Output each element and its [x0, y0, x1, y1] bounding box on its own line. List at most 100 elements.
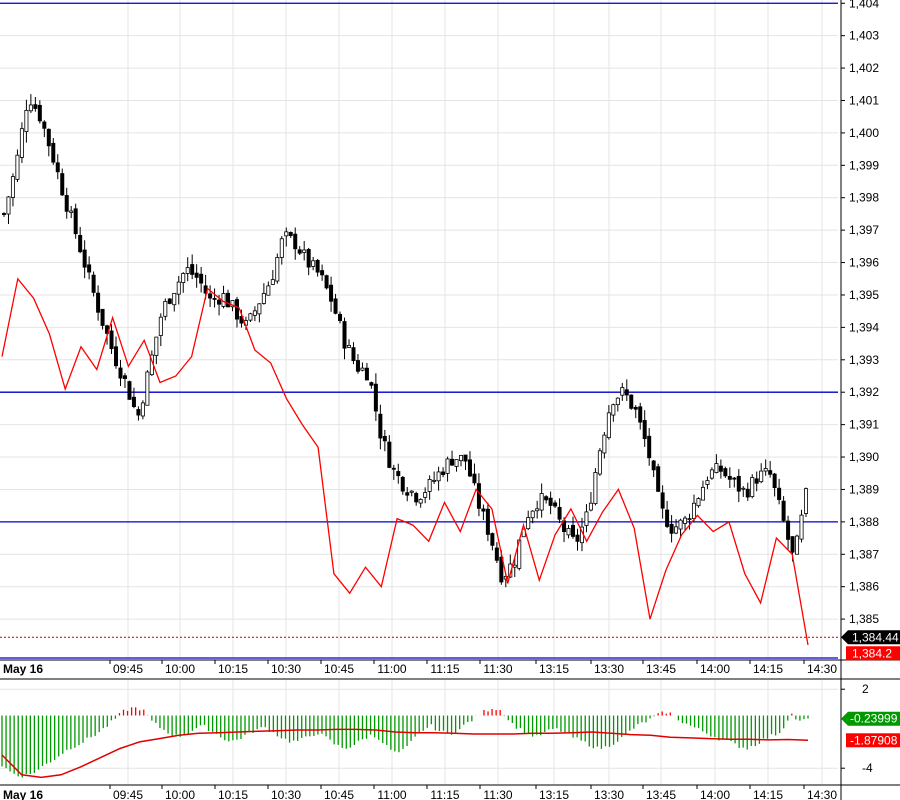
- candlestick: [454, 459, 459, 472]
- candlestick: [185, 257, 190, 282]
- candle-body-up: [687, 518, 692, 521]
- candle-body-up: [597, 450, 602, 475]
- candle-body-up: [566, 528, 571, 536]
- time-tick-label: 11:00: [377, 662, 406, 676]
- candle-body-down: [64, 195, 69, 212]
- candlestick: [55, 154, 60, 180]
- candle-body-down: [136, 409, 141, 416]
- candlestick: [638, 402, 643, 430]
- candlestick: [396, 463, 401, 484]
- candlestick: [754, 471, 759, 492]
- candlestick: [777, 478, 782, 505]
- time-tick-label: 09:45: [113, 788, 143, 800]
- candle-body-up: [611, 404, 616, 416]
- candlestick: [795, 534, 800, 555]
- candlestick: [602, 431, 607, 459]
- candlestick: [64, 187, 69, 219]
- candle-body-down: [378, 413, 383, 439]
- candle-body-up: [705, 480, 710, 485]
- time-tick-label: 13:45: [646, 662, 676, 676]
- osc-tick-label: -4: [862, 761, 873, 775]
- candle-body-down: [118, 367, 123, 379]
- candle-body-up: [19, 128, 24, 158]
- candle-body-down: [82, 249, 87, 268]
- candlestick: [15, 149, 20, 183]
- candlestick: [615, 397, 620, 412]
- candlestick: [526, 510, 531, 531]
- candle-body-up: [683, 517, 688, 524]
- candlestick: [297, 246, 302, 256]
- candle-body-down: [544, 496, 549, 501]
- candle-body-down: [557, 506, 562, 520]
- candlesticks[interactable]: [2, 94, 809, 588]
- time-tick-label: 11:30: [483, 788, 512, 800]
- candle-body-up: [584, 511, 589, 526]
- candlestick: [24, 99, 29, 143]
- candlestick: [405, 487, 410, 502]
- candlestick: [597, 448, 602, 476]
- candle-body-up: [714, 463, 719, 473]
- candle-body-up: [418, 498, 423, 504]
- time-tick-label: 14:30: [807, 662, 837, 676]
- candle-body-up: [257, 303, 262, 315]
- candle-body-up: [230, 300, 235, 308]
- candle-body-up: [678, 519, 683, 530]
- time-axis-lower: May 16 09:45 10:00 10:15 10:30 10:45 11:00 11:…: [3, 785, 837, 800]
- candle-body-up: [172, 292, 177, 306]
- candle-body-up: [691, 502, 696, 519]
- candle-body-up: [302, 249, 307, 253]
- candlestick: [427, 475, 432, 500]
- candlestick: [91, 271, 96, 297]
- candle-body-down: [91, 274, 96, 293]
- candlestick: [261, 283, 266, 305]
- time-tick-label: 14:15: [753, 788, 783, 800]
- candle-body-down: [647, 435, 652, 459]
- candlestick: [530, 510, 535, 524]
- osc-tick-label: 2: [862, 682, 869, 696]
- candlestick: [378, 404, 383, 450]
- candle-body-down: [369, 382, 374, 386]
- candle-body-down: [217, 299, 222, 305]
- price-tick-label: 1,399: [849, 158, 879, 172]
- candlestick: [759, 463, 764, 484]
- candlestick: [279, 236, 284, 265]
- candle-body-down: [575, 534, 580, 542]
- candlestick: [481, 504, 486, 521]
- candle-body-down: [37, 104, 42, 122]
- candlestick: [553, 500, 558, 509]
- candlestick: [669, 515, 674, 543]
- candlestick: [772, 472, 777, 497]
- candle-body-up: [539, 493, 544, 511]
- candlestick: [284, 227, 289, 247]
- candle-body-down: [194, 272, 199, 278]
- candle-body-down: [727, 476, 732, 480]
- candlestick: [463, 454, 468, 471]
- candle-body-down: [669, 523, 674, 534]
- candle-body-down: [33, 104, 38, 109]
- candlestick: [288, 231, 293, 238]
- candle-body-down: [127, 381, 132, 400]
- candlestick: [544, 495, 549, 504]
- last-price-label: 1,384.44: [852, 630, 899, 644]
- candle-body-up: [454, 459, 459, 467]
- candlestick: [369, 381, 374, 389]
- candle-body-up: [620, 387, 625, 396]
- candlestick: [302, 241, 307, 261]
- candle-body-down: [306, 249, 311, 268]
- candle-body-down: [656, 466, 661, 492]
- candlestick: [208, 285, 213, 307]
- candle-body-up: [423, 492, 428, 498]
- red-indicator-line: [1, 277, 809, 646]
- candlestick: [557, 498, 562, 524]
- price-tick-label: 1,392: [849, 385, 879, 399]
- candlestick: [727, 467, 732, 488]
- candlestick: [42, 120, 47, 138]
- candlestick: [122, 373, 127, 389]
- candle-body-up: [512, 564, 517, 568]
- candle-body-down: [351, 347, 356, 362]
- candlestick: [651, 459, 656, 478]
- candle-body-down: [790, 536, 795, 553]
- candle-body-up: [606, 412, 611, 439]
- candle-body-down: [122, 375, 127, 379]
